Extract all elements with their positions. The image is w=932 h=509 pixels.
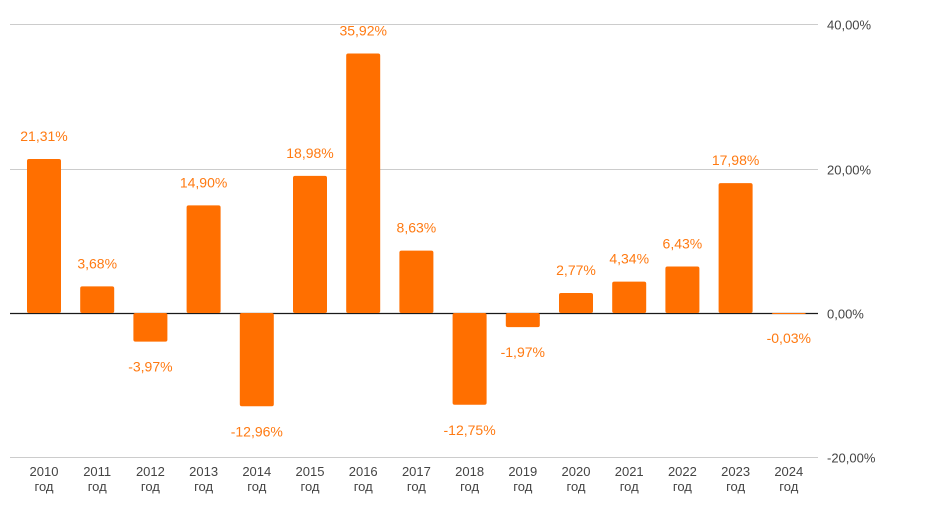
bar-2023 [718, 183, 753, 313]
bar-2018 [452, 313, 487, 405]
bar-2013 [186, 205, 221, 313]
x-tick-label: 2023 год [721, 464, 750, 494]
x-tick-label: 2018 год [455, 464, 484, 494]
y-tick-label: 0,00% [827, 307, 864, 322]
bar-2015 [293, 175, 327, 313]
bar-2024 [771, 313, 806, 314]
x-axis-ticks: 2010 год 2011 год 2012 год 2013 год 2014 год 2015 г… [30, 464, 804, 494]
bar-2020 [559, 292, 593, 313]
data-label: 14,90% [180, 174, 227, 190]
y-tick-label: 20,00% [827, 163, 872, 178]
bar-2012 [133, 313, 168, 342]
data-label: 21,31% [20, 128, 67, 144]
x-tick-label: 2019 год [508, 464, 537, 494]
data-label: 6,43% [663, 236, 703, 252]
x-tick-label: 2024 год [774, 464, 803, 494]
x-tick-label: 2021 год [615, 464, 644, 494]
bar-2019 [505, 313, 540, 328]
data-label: -0,03% [767, 330, 811, 346]
bar-2011 [80, 286, 115, 313]
data-label: 8,63% [397, 220, 437, 236]
x-tick-label: 2017 год [402, 464, 431, 494]
data-label: 3,68% [77, 255, 117, 271]
x-tick-label: 2020 год [562, 464, 591, 494]
bars [27, 53, 806, 407]
bar-2022 [665, 266, 700, 313]
data-label: -3,97% [128, 359, 172, 375]
x-tick-label: 2012 год [136, 464, 165, 494]
bar-2016 [346, 53, 381, 314]
y-tick-label: -20,00% [827, 451, 876, 466]
data-labels: 21,31% 3,68% -3,97% 14,90% -12,96% 18,98% 35,9… [20, 22, 811, 439]
data-label: 4,34% [609, 251, 649, 267]
x-tick-label: 2014 год [242, 464, 271, 494]
bar-2010 [27, 159, 61, 313]
data-label: -1,97% [501, 344, 545, 360]
x-tick-label: 2015 год [296, 464, 325, 494]
x-tick-label: 2016 год [349, 464, 378, 494]
x-tick-label: 2011 год [83, 464, 111, 494]
data-label: -12,75% [444, 422, 496, 438]
x-tick-label: 2010 год [30, 464, 59, 494]
data-label: -12,96% [231, 423, 283, 439]
bar-2017 [399, 250, 434, 313]
y-axis-ticks: 40,00% 20,00% 0,00% -20,00% [827, 18, 876, 466]
data-label: 2,77% [556, 262, 596, 278]
data-label: 35,92% [339, 22, 386, 38]
bar-2021 [612, 281, 647, 313]
bar-2014 [239, 313, 274, 407]
x-tick-label: 2013 год [189, 464, 218, 494]
data-label: 18,98% [286, 145, 333, 161]
y-tick-label: 40,00% [827, 18, 872, 33]
data-label: 17,98% [712, 152, 759, 168]
x-tick-label: 2022 год [668, 464, 697, 494]
